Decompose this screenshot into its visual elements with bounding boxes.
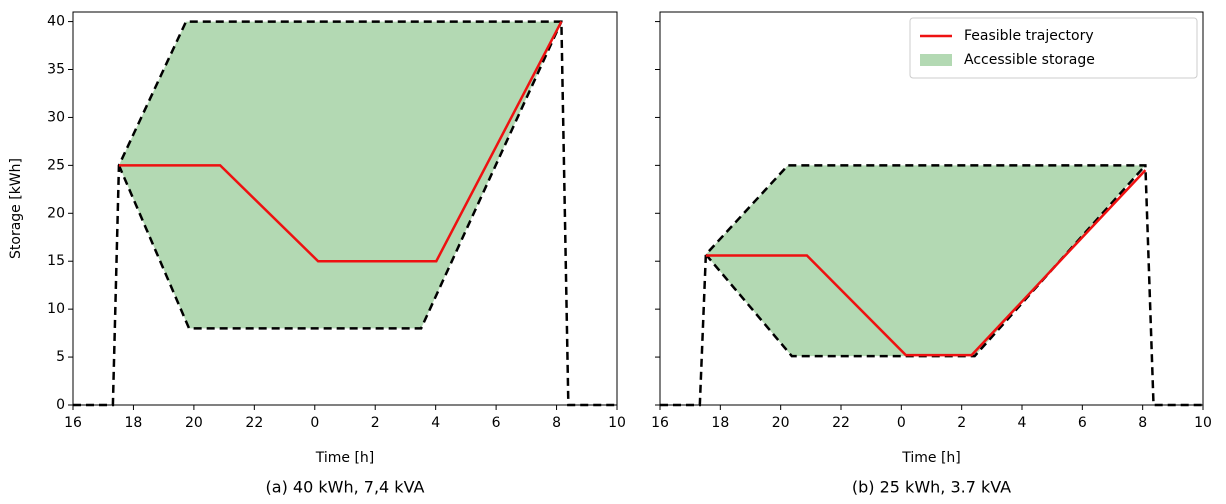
x-tick-label: 10 xyxy=(608,415,626,431)
x-tick-label: 10 xyxy=(1194,415,1212,431)
x-axis-label: Time [h] xyxy=(315,450,375,466)
legend-label: Feasible trajectory xyxy=(964,28,1094,44)
x-tick-label: 18 xyxy=(125,415,143,431)
axes-frame xyxy=(659,11,1204,406)
accessible-area xyxy=(118,21,562,329)
x-tick-label: 16 xyxy=(64,415,82,431)
x-tick-label: 2 xyxy=(957,415,966,431)
caption: (b) 25 kWh, 3.7 kVA xyxy=(852,478,1011,497)
x-tick-label: 2 xyxy=(371,415,380,431)
x-tick-label: 20 xyxy=(185,415,203,431)
y-tick-label: 20 xyxy=(47,205,65,221)
caption: (a) 40 kWh, 7,4 kVA xyxy=(266,478,425,497)
x-tick-label: 22 xyxy=(832,415,850,431)
y-axis-label: Storage [kWh] xyxy=(8,158,24,259)
y-tick-label: 25 xyxy=(47,157,65,173)
x-tick-label: 20 xyxy=(772,415,790,431)
legend-label: Accessible storage xyxy=(964,52,1095,68)
y-tick-label: 40 xyxy=(47,14,65,30)
legend-patch xyxy=(920,54,952,66)
x-axis-label: Time [h] xyxy=(901,450,961,466)
trajectory-line xyxy=(705,169,1147,357)
x-tick-label: 6 xyxy=(492,415,501,431)
x-tick-label: 0 xyxy=(310,415,319,431)
y-tick-label: 30 xyxy=(47,109,65,125)
x-tick-label: 4 xyxy=(1018,415,1027,431)
y-tick-label: 5 xyxy=(56,349,65,365)
legend-box xyxy=(909,17,1198,79)
y-tick-label: 15 xyxy=(47,253,65,269)
bound-line xyxy=(117,21,563,330)
axes-frame xyxy=(72,11,618,406)
accessible-area xyxy=(705,165,1146,357)
x-tick-label: 6 xyxy=(1078,415,1087,431)
x-tick-label: 18 xyxy=(711,415,729,431)
x-tick-label: 16 xyxy=(651,415,669,431)
x-tick-label: 0 xyxy=(897,415,906,431)
trajectory-line xyxy=(118,21,563,263)
y-tick-label: 10 xyxy=(47,301,65,317)
x-tick-label: 4 xyxy=(431,415,440,431)
x-tick-label: 22 xyxy=(245,415,263,431)
x-tick-label: 8 xyxy=(552,415,561,431)
y-tick-label: 35 xyxy=(47,62,65,78)
y-tick-label: 0 xyxy=(56,397,65,413)
x-tick-label: 8 xyxy=(1138,415,1147,431)
